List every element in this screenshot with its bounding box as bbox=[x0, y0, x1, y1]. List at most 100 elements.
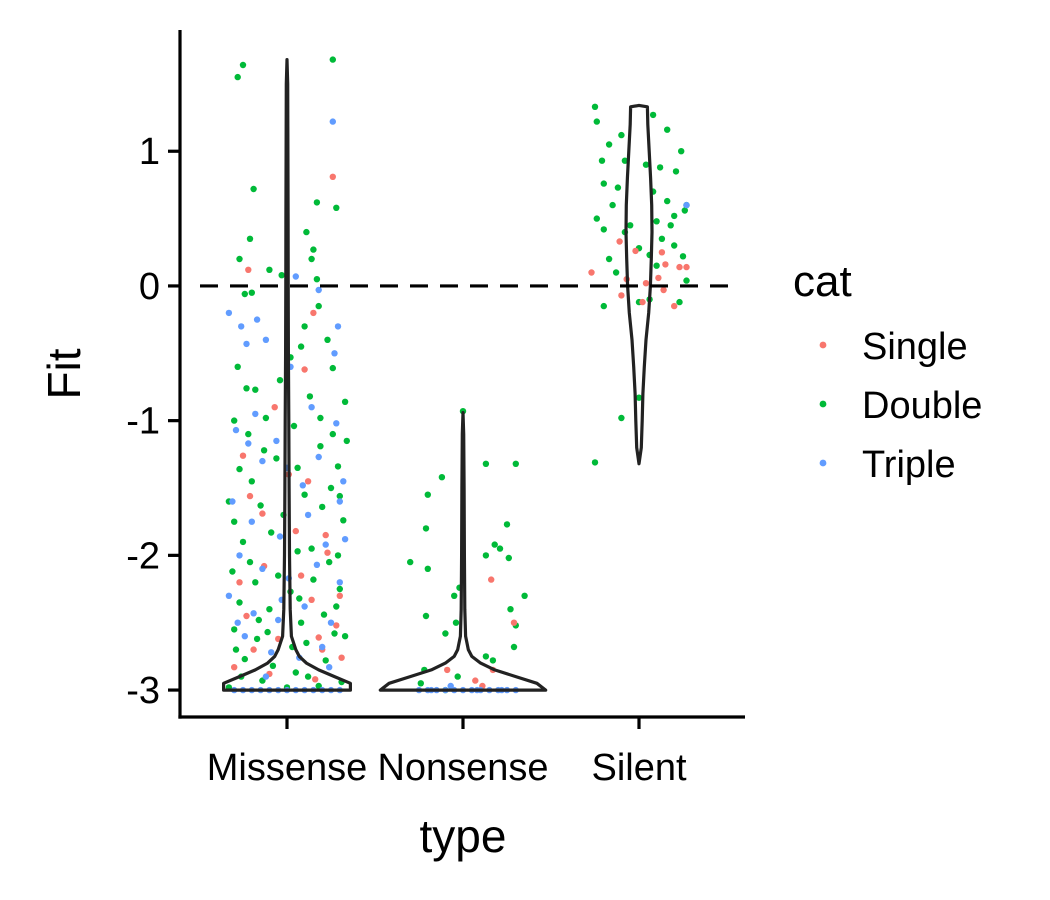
point-triple bbox=[292, 273, 299, 280]
point-double bbox=[683, 277, 690, 284]
point-double bbox=[491, 541, 498, 548]
point-triple bbox=[245, 440, 252, 447]
point-double bbox=[310, 576, 317, 583]
point-double bbox=[635, 394, 643, 401]
point-double bbox=[301, 323, 308, 330]
point-triple bbox=[447, 682, 454, 690]
point-double bbox=[671, 242, 678, 249]
point-triple bbox=[315, 453, 322, 461]
x-tick-label: Silent bbox=[591, 747, 686, 789]
point-single bbox=[236, 579, 243, 586]
point-double bbox=[451, 592, 458, 599]
point-double bbox=[297, 343, 305, 350]
y-tick-label: -2 bbox=[126, 535, 160, 577]
point-double bbox=[320, 611, 328, 618]
point-single bbox=[231, 664, 238, 671]
point-double bbox=[252, 386, 259, 393]
point-double bbox=[653, 218, 660, 225]
point-double bbox=[250, 185, 257, 193]
point-double bbox=[262, 414, 270, 422]
point-double bbox=[229, 568, 236, 575]
point-single bbox=[671, 302, 678, 310]
point-double bbox=[306, 393, 314, 400]
point-double bbox=[301, 491, 308, 498]
point-double bbox=[243, 385, 250, 392]
point-double bbox=[667, 222, 674, 229]
point-triple bbox=[299, 482, 306, 489]
point-triple bbox=[225, 592, 233, 599]
point-single bbox=[662, 261, 669, 268]
legend: cat Single Double Triple bbox=[793, 257, 982, 486]
point-triple bbox=[329, 118, 336, 125]
point-triple bbox=[250, 610, 257, 617]
point-double bbox=[671, 212, 678, 220]
point-double bbox=[246, 558, 254, 566]
point-double bbox=[609, 201, 616, 209]
y-tick-label: -3 bbox=[126, 670, 160, 712]
point-triple bbox=[248, 518, 255, 525]
point-double bbox=[593, 215, 600, 222]
point-double bbox=[310, 246, 317, 253]
point-double bbox=[417, 680, 424, 687]
point-triple bbox=[326, 664, 333, 671]
point-double bbox=[234, 73, 241, 81]
point-double bbox=[319, 503, 326, 511]
point-triple bbox=[229, 498, 236, 505]
point-double bbox=[333, 603, 340, 610]
violin-nonsense bbox=[378, 411, 548, 692]
point-triple bbox=[262, 673, 270, 680]
point-single bbox=[245, 266, 252, 273]
point-double bbox=[275, 572, 282, 579]
point-single bbox=[676, 263, 683, 271]
point-single bbox=[259, 510, 266, 517]
point-double bbox=[294, 548, 301, 555]
point-triple bbox=[238, 323, 245, 330]
legend-entries: Single Double Triple bbox=[819, 326, 982, 486]
point-double bbox=[452, 619, 460, 626]
point-single bbox=[616, 238, 623, 245]
point-double bbox=[292, 669, 299, 676]
point-single bbox=[246, 492, 254, 500]
point-triple bbox=[262, 336, 270, 343]
point-single bbox=[310, 309, 317, 317]
point-double bbox=[658, 235, 666, 242]
point-double bbox=[333, 204, 340, 211]
point-single bbox=[642, 280, 650, 287]
point-triple bbox=[225, 309, 233, 317]
point-triple bbox=[268, 649, 275, 656]
point-double bbox=[600, 302, 607, 310]
point-double bbox=[656, 164, 664, 171]
point-single bbox=[658, 249, 666, 256]
point-double bbox=[424, 491, 431, 498]
point-single bbox=[308, 596, 315, 603]
point-single bbox=[301, 366, 308, 373]
legend-key-single bbox=[819, 341, 827, 349]
point-single bbox=[292, 527, 299, 535]
point-triple bbox=[252, 410, 259, 418]
point-single bbox=[510, 619, 518, 626]
point-double bbox=[424, 565, 431, 572]
point-double bbox=[642, 161, 650, 168]
point-triple bbox=[276, 533, 284, 540]
point-double bbox=[253, 635, 261, 643]
point-single bbox=[472, 677, 479, 684]
point-double bbox=[276, 377, 284, 384]
point-triple bbox=[334, 323, 342, 330]
point-double bbox=[653, 262, 660, 269]
point-double bbox=[510, 643, 518, 651]
points-layer bbox=[225, 56, 690, 694]
point-double bbox=[234, 363, 241, 370]
y-axis-title: Fit bbox=[38, 348, 90, 399]
point-double bbox=[454, 673, 461, 680]
point-double bbox=[618, 131, 625, 139]
point-single bbox=[444, 666, 451, 674]
point-double bbox=[264, 628, 271, 636]
point-single bbox=[683, 263, 690, 271]
point-double bbox=[303, 228, 310, 236]
point-double bbox=[239, 61, 247, 69]
point-double bbox=[317, 443, 324, 450]
point-double bbox=[308, 545, 315, 552]
point-triple bbox=[336, 498, 343, 505]
point-double bbox=[329, 430, 336, 438]
point-double bbox=[252, 579, 259, 586]
